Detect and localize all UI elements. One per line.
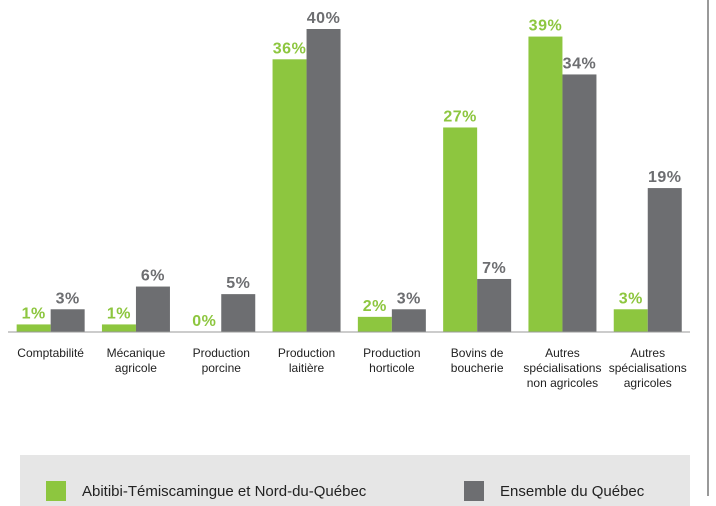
- legend-label: Ensemble du Québec: [500, 482, 645, 500]
- value-label: 36%: [273, 40, 307, 57]
- value-label: 5%: [226, 275, 250, 292]
- bar: [562, 74, 597, 332]
- x-tick-label: Bovins de boucherie: [450, 346, 504, 375]
- bar: [135, 286, 170, 332]
- value-label: 19%: [648, 169, 682, 186]
- bar: [647, 188, 682, 332]
- bar: [528, 36, 563, 332]
- bar: [306, 29, 341, 332]
- x-tick-label: Production laitière: [277, 346, 336, 375]
- x-tick-label: Production horticole: [363, 346, 421, 375]
- value-label: 3%: [397, 290, 421, 307]
- bar: [101, 324, 136, 332]
- bar: [272, 59, 307, 333]
- legend: Abitibi-Témiscamingue et Nord-du-Québec E…: [20, 455, 690, 506]
- bar: [477, 278, 512, 332]
- bar: [357, 316, 392, 332]
- legend-item: Abitibi-Témiscamingue et Nord-du-Québec: [46, 481, 366, 501]
- edge: [707, 0, 709, 496]
- value-label: 39%: [529, 18, 563, 35]
- value-label: 6%: [141, 268, 165, 285]
- value-label: 40%: [307, 10, 341, 27]
- bar: [613, 309, 648, 332]
- x-tick-label: Comptabilité: [17, 346, 84, 360]
- value-label: 34%: [563, 55, 597, 72]
- bar: [16, 324, 51, 332]
- x-tick-label: Production porcine: [192, 346, 250, 375]
- legend-label: Abitibi-Témiscamingue et Nord-du-Québec: [82, 482, 367, 500]
- x-tick-label: Autres spécialisations non agricoles: [523, 346, 602, 390]
- value-label: 3%: [56, 290, 80, 307]
- value-label: 3%: [619, 290, 643, 307]
- legend-swatch: [46, 481, 66, 501]
- value-label: 1%: [107, 305, 131, 322]
- bar: [50, 309, 85, 332]
- legend-item: Ensemble du Québec: [464, 481, 644, 501]
- x-tick-label: Mécanique agricole: [106, 346, 166, 375]
- x-tick-label: Autres spécialisations agricoles: [608, 346, 687, 390]
- value-label: 1%: [22, 305, 46, 322]
- bar: [391, 309, 426, 332]
- value-label: 27%: [443, 108, 477, 125]
- bar: [221, 294, 256, 332]
- value-label: 2%: [363, 298, 387, 315]
- bar: [443, 127, 478, 332]
- value-label: 7%: [482, 260, 506, 277]
- value-label: 0%: [192, 313, 216, 330]
- legend-swatch: [464, 481, 484, 501]
